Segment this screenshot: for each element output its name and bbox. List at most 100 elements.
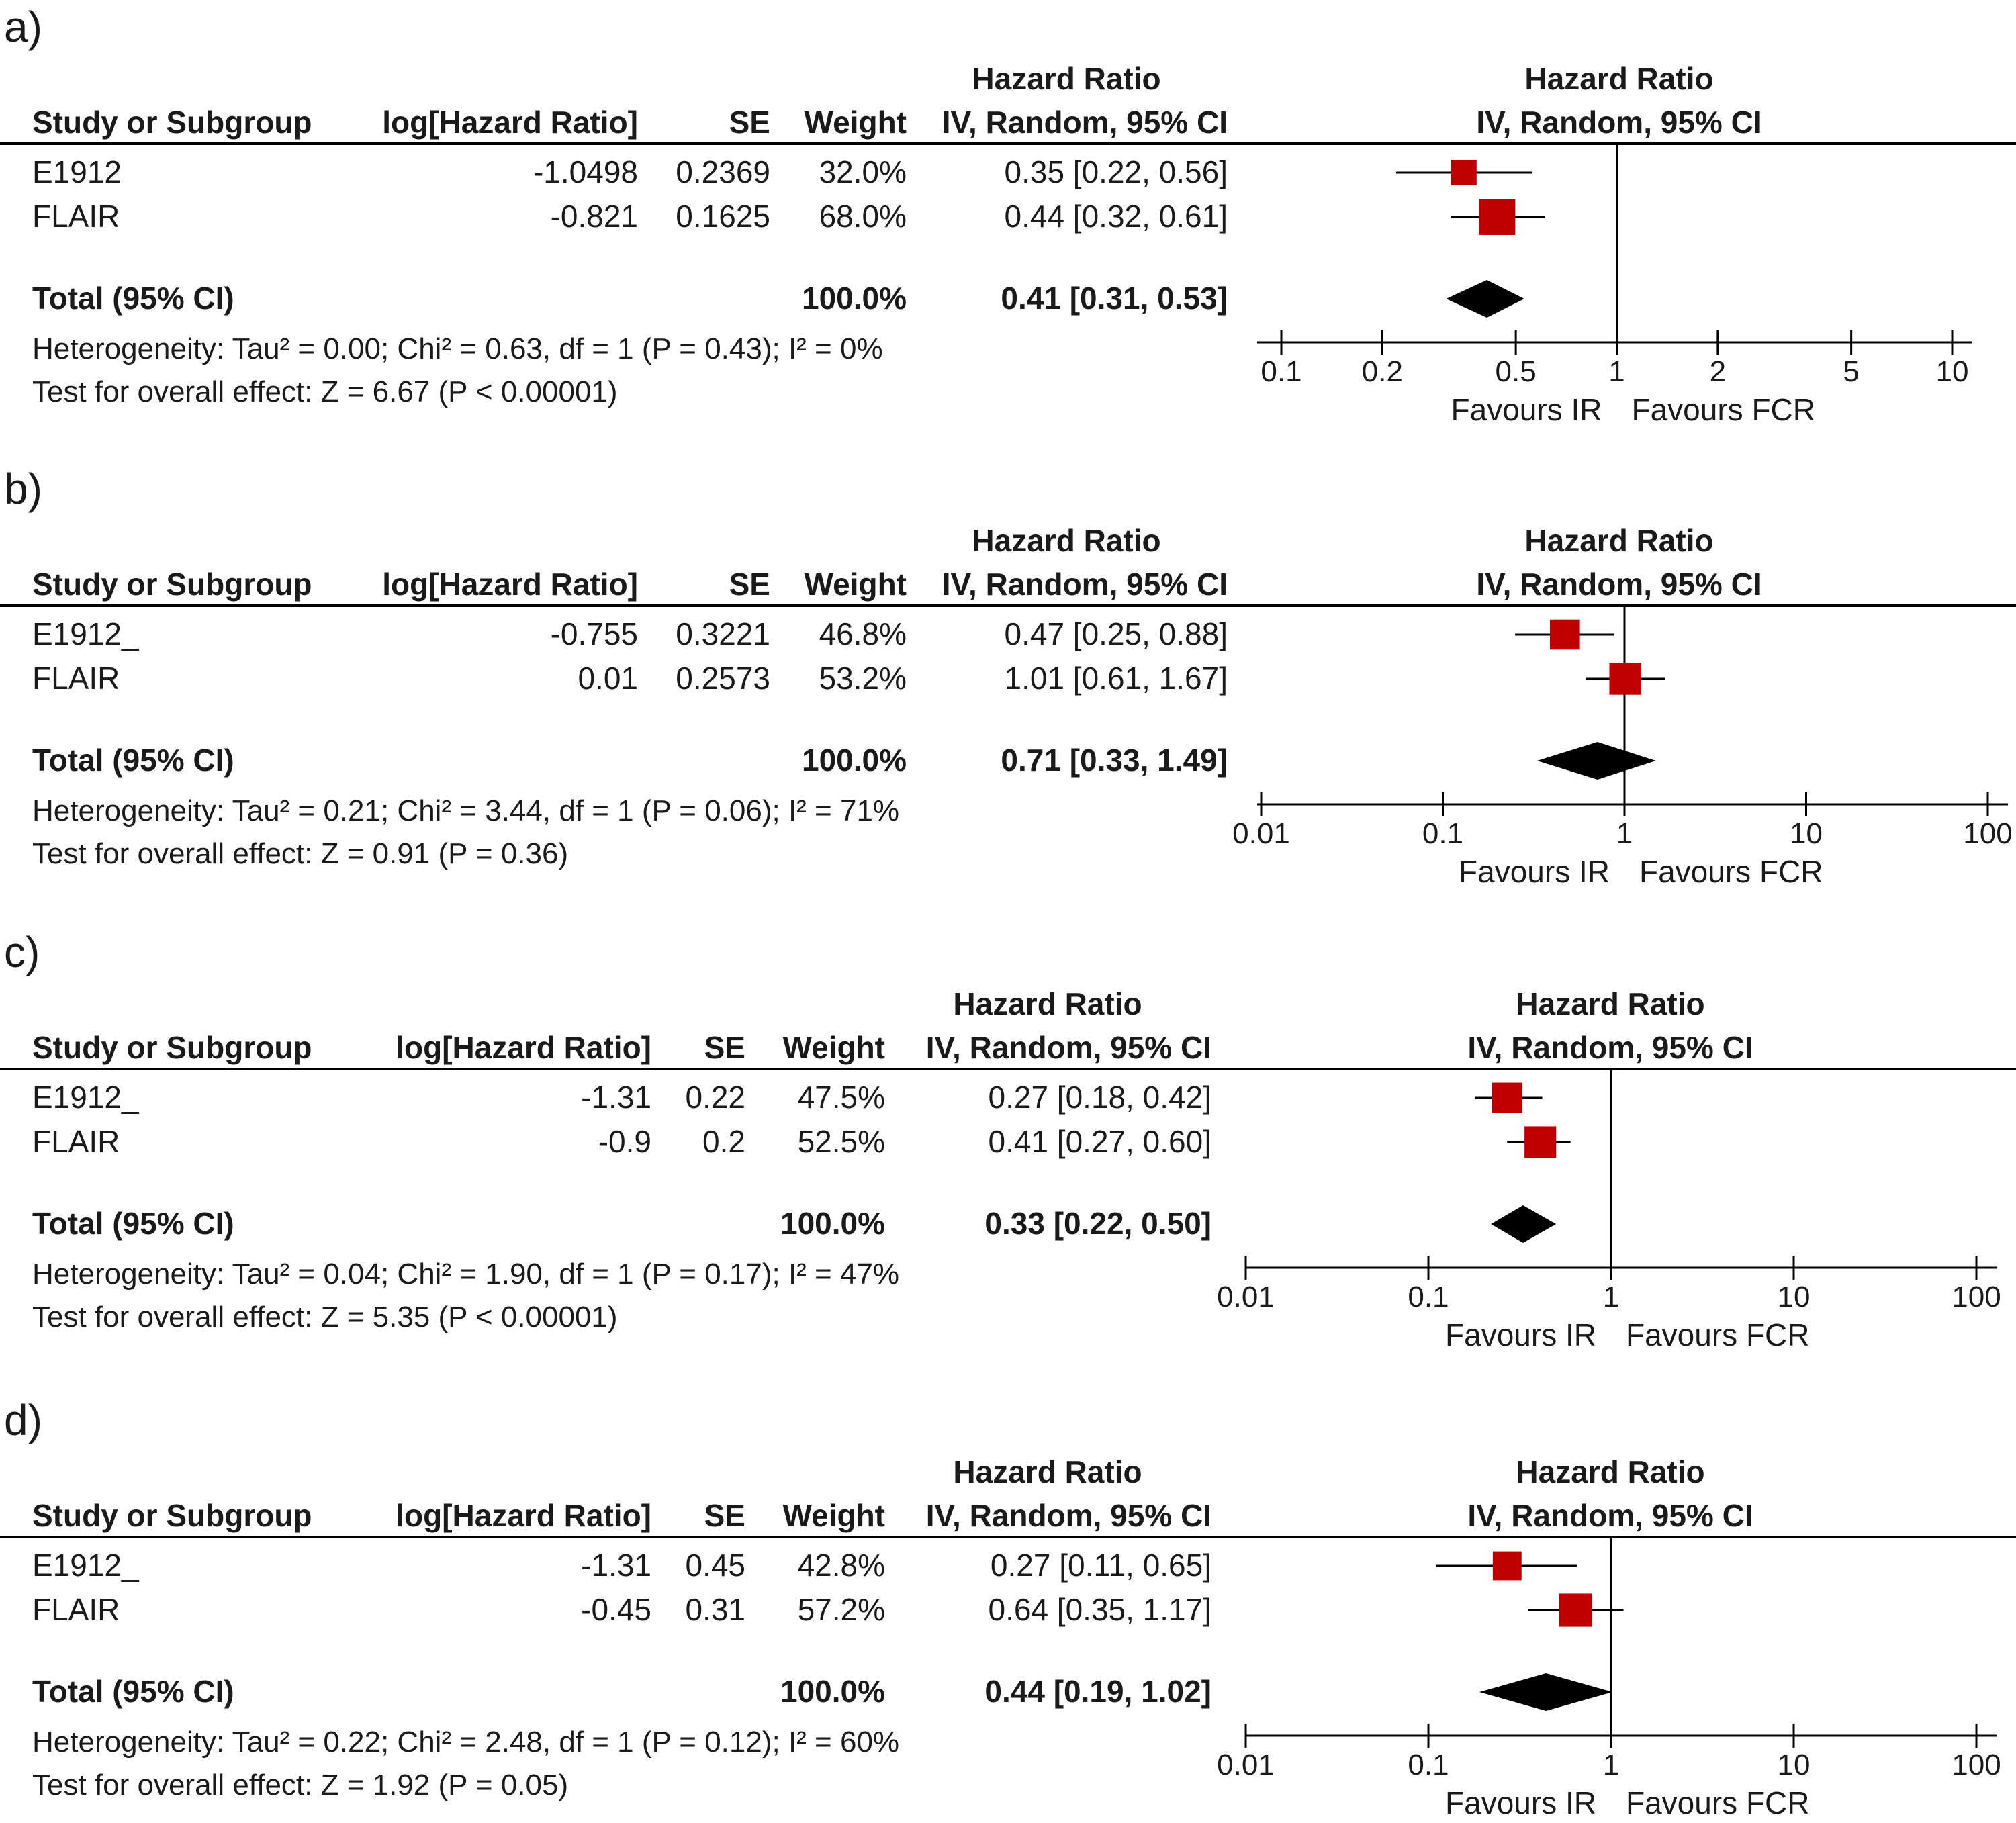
x-axis-tick-label: 0.1 — [1408, 1748, 1449, 1781]
ci-header-top: Hazard Ratio — [953, 1454, 1142, 1489]
study-se: 0.3221 — [676, 616, 770, 651]
x-axis-tick-label: 0.1 — [1408, 1280, 1449, 1313]
total-weight: 100.0% — [780, 1674, 885, 1709]
plot-header-sub: IV, Random, 95% CI — [1467, 1030, 1753, 1065]
study-se: 0.2369 — [676, 154, 770, 189]
study-name: FLAIR — [32, 1124, 120, 1159]
heterogeneity-text: Heterogeneity: Tau² = 0.04; Chi² = 1.90,… — [32, 1258, 899, 1291]
weight-column-header: Weight — [805, 105, 907, 140]
x-axis-tick-label: 5 — [1843, 355, 1859, 388]
weight-column-header: Weight — [805, 567, 907, 602]
se-column-header: SE — [729, 567, 770, 602]
overall-effect-text: Test for overall effect: Z = 0.91 (P = 0… — [32, 837, 568, 870]
x-axis-tick-label: 100 — [1963, 817, 2012, 850]
study-name: E1912 — [32, 154, 122, 189]
study-se: 0.31 — [685, 1592, 745, 1627]
panel-label: d) — [4, 1396, 42, 1444]
study-loghr: -0.9 — [598, 1124, 651, 1159]
study-marker — [1609, 663, 1641, 695]
study-loghr: -1.31 — [581, 1548, 651, 1583]
x-axis-tick-label: 1 — [1603, 1748, 1619, 1781]
x-axis-tick-label: 0.01 — [1217, 1748, 1275, 1781]
study-marker — [1479, 199, 1516, 235]
study-weight: 46.8% — [819, 616, 907, 651]
study-marker — [1451, 159, 1477, 186]
total-label: Total (95% CI) — [32, 743, 234, 778]
x-axis-tick-label: 100 — [1952, 1748, 2001, 1781]
study-weight: 42.8% — [798, 1548, 885, 1583]
study-loghr: -1.31 — [581, 1080, 651, 1115]
total-weight: 100.0% — [802, 743, 907, 778]
panel-label: b) — [4, 465, 42, 513]
x-axis-tick-label: 0.2 — [1362, 355, 1403, 388]
total-label: Total (95% CI) — [32, 1674, 234, 1709]
study-se: 0.2 — [702, 1124, 745, 1159]
x-axis-tick-label: 10 — [1778, 1280, 1811, 1313]
forest-panel-2: b) Hazard Ratio Hazard Ratio Study or Subgr… — [0, 465, 2016, 889]
plot-header-sub: IV, Random, 95% CI — [1476, 567, 1761, 602]
study-ci-text: 0.27 [0.18, 0.42] — [989, 1080, 1212, 1115]
heterogeneity-text: Heterogeneity: Tau² = 0.00; Chi² = 0.63,… — [32, 332, 883, 365]
study-se: 0.45 — [685, 1548, 745, 1583]
study-marker — [1550, 619, 1580, 650]
study-ci-text: 0.35 [0.22, 0.56] — [1005, 154, 1228, 189]
study-column-header: Study or Subgroup — [32, 567, 312, 602]
ci-header-top: Hazard Ratio — [953, 986, 1142, 1021]
ci-header-sub: IV, Random, 95% CI — [942, 567, 1228, 602]
forest-panel-1: a) Hazard Ratio Hazard Ratio Study or Subgr… — [0, 3, 2016, 427]
favours-left-label: Favours IR — [1459, 854, 1610, 889]
panel-label: c) — [4, 928, 40, 976]
favours-left-label: Favours IR — [1445, 1317, 1596, 1352]
study-marker — [1492, 1082, 1522, 1113]
favours-right-label: Favours FCR — [1639, 854, 1823, 889]
plot-header-top: Hazard Ratio — [1524, 61, 1713, 96]
study-ci-text: 0.41 [0.27, 0.60] — [989, 1124, 1212, 1159]
x-axis-tick-label: 10 — [1790, 817, 1823, 850]
overall-effect-text: Test for overall effect: Z = 5.35 (P < 0… — [32, 1301, 618, 1334]
loghr-column-header: log[Hazard Ratio] — [396, 1498, 651, 1533]
total-ci-text: 0.71 [0.33, 1.49] — [1001, 743, 1228, 778]
plot-header-sub: IV, Random, 95% CI — [1467, 1498, 1753, 1533]
study-loghr: -0.755 — [551, 616, 638, 651]
study-se: 0.1625 — [676, 199, 770, 234]
se-column-header: SE — [704, 1498, 745, 1533]
total-diamond — [1491, 1205, 1557, 1243]
study-column-header: Study or Subgroup — [32, 1498, 312, 1533]
x-axis-tick-label: 1 — [1603, 1280, 1619, 1313]
overall-effect-text: Test for overall effect: Z = 6.67 (P < 0… — [32, 375, 618, 408]
x-axis-tick-label: 0.1 — [1422, 817, 1463, 850]
heterogeneity-text: Heterogeneity: Tau² = 0.21; Chi² = 3.44,… — [32, 794, 899, 827]
study-ci-text: 0.44 [0.32, 0.61] — [1005, 199, 1228, 234]
x-axis-tick-label: 1 — [1616, 817, 1633, 850]
favours-right-label: Favours FCR — [1626, 1785, 1809, 1820]
favours-left-label: Favours IR — [1451, 392, 1602, 427]
study-name: FLAIR — [32, 661, 120, 696]
study-se: 0.2573 — [676, 661, 770, 696]
forest-panel-4: d) Hazard Ratio Hazard Ratio Study or Subgr… — [0, 1396, 2016, 1820]
total-diamond — [1446, 280, 1524, 318]
study-weight: 52.5% — [798, 1124, 885, 1159]
study-loghr: 0.01 — [578, 661, 638, 696]
study-name: E1912_ — [32, 616, 140, 651]
heterogeneity-text: Heterogeneity: Tau² = 0.22; Chi² = 2.48,… — [32, 1726, 899, 1759]
total-ci-text: 0.41 [0.31, 0.53] — [1001, 281, 1228, 316]
study-ci-text: 0.27 [0.11, 0.65] — [991, 1548, 1211, 1583]
total-label: Total (95% CI) — [32, 1206, 234, 1241]
plot-header-sub: IV, Random, 95% CI — [1476, 105, 1761, 140]
study-name: FLAIR — [32, 199, 120, 234]
study-name: E1912_ — [32, 1548, 140, 1583]
study-weight: 47.5% — [798, 1080, 885, 1115]
ci-header-sub: IV, Random, 95% CI — [926, 1030, 1211, 1065]
study-ci-text: 0.64 [0.35, 1.17] — [989, 1592, 1212, 1627]
study-weight: 53.2% — [819, 661, 907, 696]
favours-right-label: Favours FCR — [1626, 1317, 1809, 1352]
study-column-header: Study or Subgroup — [32, 1030, 312, 1065]
plot-header-top: Hazard Ratio — [1524, 523, 1713, 558]
loghr-column-header: log[Hazard Ratio] — [396, 1030, 651, 1065]
loghr-column-header: log[Hazard Ratio] — [382, 105, 638, 140]
loghr-column-header: log[Hazard Ratio] — [382, 567, 638, 602]
x-axis-tick-label: 10 — [1778, 1748, 1811, 1781]
study-column-header: Study or Subgroup — [32, 105, 312, 140]
x-axis-tick-label: 2 — [1710, 355, 1726, 388]
total-label: Total (95% CI) — [32, 281, 234, 316]
